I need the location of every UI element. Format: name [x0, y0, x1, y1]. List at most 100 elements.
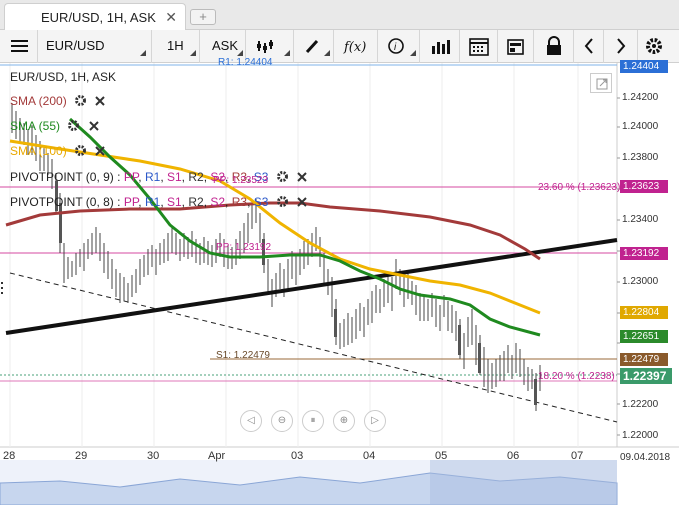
- lock-icon: [547, 36, 561, 55]
- svg-text:i: i: [394, 42, 397, 53]
- sma-100-line: [9, 139, 541, 315]
- timeframe-label: 1H: [167, 38, 184, 53]
- indicator-sma-200[interactable]: SMA (200): [10, 94, 106, 110]
- settings-button[interactable]: [638, 30, 679, 63]
- chart-type-button[interactable]: [246, 30, 294, 63]
- pivot-keys: : PP, R1, S1, R2, S2, R3, S3: [117, 170, 269, 185]
- sma-55-line: [68, 117, 541, 337]
- prev-button[interactable]: [574, 30, 604, 63]
- draw-tools-button[interactable]: [294, 30, 334, 63]
- pivot-keys: : PP, R1, S1, R2, S2, R3, S3: [117, 195, 269, 210]
- calendar-button[interactable]: [460, 30, 498, 63]
- price-tick: 1.22200: [622, 399, 659, 410]
- chart-tab[interactable]: EUR/USD, 1H, ASK ✕: [4, 3, 186, 30]
- bars-icon: [432, 40, 450, 54]
- menu-icon: [11, 40, 28, 52]
- gear-icon[interactable]: [74, 94, 87, 110]
- lock-button[interactable]: [534, 30, 574, 63]
- fx-icon: f(x): [343, 40, 366, 55]
- scroll-left-button[interactable]: ◁: [240, 410, 262, 432]
- time-tick: 06: [507, 450, 520, 462]
- indicator-sma-55[interactable]: SMA (55): [10, 119, 100, 135]
- draw-icon: [305, 39, 319, 54]
- indicator-sma-100[interactable]: SMA (100): [10, 144, 106, 160]
- close-icon[interactable]: [296, 196, 308, 211]
- side-selector[interactable]: ASK: [200, 30, 246, 63]
- black-trendline: [5, 238, 618, 335]
- gear-icon[interactable]: [276, 170, 289, 186]
- price-tick: 1.24200: [622, 92, 659, 103]
- left-drag-handle[interactable]: [0, 281, 4, 295]
- next-button[interactable]: [604, 30, 638, 63]
- s1-annotation: S1: 1.22479: [216, 350, 270, 361]
- time-tick: 30: [147, 450, 160, 462]
- fib-1820-annotation: 18.20 % (1.2238): [538, 371, 615, 382]
- settings-icon: [646, 38, 662, 54]
- time-tick: 03: [291, 450, 304, 462]
- time-tick: 29: [75, 450, 88, 462]
- price-label-s1: 1.22479: [620, 353, 668, 366]
- svg-text:f(x): f(x): [343, 40, 366, 55]
- candles-icon: [257, 40, 273, 53]
- price-tick: 1.23400: [622, 214, 659, 225]
- layout-button[interactable]: [498, 30, 534, 63]
- timeframe-selector[interactable]: 1H: [152, 30, 200, 63]
- gear-icon[interactable]: [276, 195, 289, 211]
- pivot-label: PIVOTPOINT (0, 9): [10, 170, 114, 185]
- side-label: ASK: [212, 38, 239, 53]
- close-icon[interactable]: [296, 171, 308, 186]
- popout-button[interactable]: [590, 73, 612, 93]
- zoom-out-button[interactable]: ⊖: [271, 410, 293, 432]
- menu-button[interactable]: [0, 30, 38, 63]
- indicator-pivot-8[interactable]: PIVOTPOINT (0, 8) : PP, R1, S1, R2, S2, …: [10, 195, 308, 211]
- chevron-down-icon: [140, 50, 146, 56]
- info-button[interactable]: i: [378, 30, 420, 63]
- close-icon[interactable]: [94, 95, 106, 110]
- time-date-label: 09.04.2018: [620, 452, 671, 463]
- time-tick: Apr: [208, 450, 226, 462]
- indicator-label: SMA (200): [10, 94, 67, 109]
- close-icon[interactable]: [94, 145, 106, 160]
- pp-lower-annotation: PP: 1.23192: [216, 242, 272, 253]
- close-icon[interactable]: [88, 120, 100, 135]
- sma-200-line: [5, 201, 541, 261]
- indicators-button[interactable]: f(x): [334, 30, 378, 63]
- chart-area[interactable]: EUR/USD, 1H, ASK SMA (200) SMA (55) SMA …: [0, 57, 679, 505]
- zoom-in-icon: ⊕: [339, 415, 349, 426]
- reset-icon: ⏸: [310, 415, 316, 426]
- price-chart[interactable]: [0, 63, 679, 505]
- volume-button[interactable]: [420, 30, 460, 63]
- chevron-down-icon: [284, 50, 290, 56]
- fib-2360-annotation: 23.60 % (1.23623): [538, 182, 621, 193]
- symbol-selector[interactable]: EUR/USD: [38, 30, 152, 63]
- price-label-r1: 1.24404: [620, 60, 668, 73]
- navigator-window: [430, 460, 617, 505]
- tab-title: EUR/USD, 1H, ASK: [41, 10, 156, 25]
- current-price-label: 1.22397: [620, 368, 672, 384]
- dashed-trendline: [9, 272, 618, 423]
- zoom-in-button[interactable]: ⊕: [333, 410, 355, 432]
- toolbar: EUR/USD 1H ASK f(x) i: [0, 30, 679, 63]
- info-icon: i: [388, 38, 404, 54]
- price-tick: 1.24000: [622, 121, 659, 132]
- price-label-sma-100: 1.22804: [620, 306, 668, 319]
- indicator-pivot-9[interactable]: PIVOTPOINT (0, 9) : PP, R1, S1, R2, S2, …: [10, 170, 308, 186]
- chevron-down-icon: [237, 50, 243, 56]
- candle-bodies: [55, 181, 537, 405]
- time-tick: 05: [435, 450, 448, 462]
- popout-icon: [596, 78, 608, 90]
- time-tick: 28: [3, 450, 16, 462]
- chevron-right-icon: ▷: [371, 415, 379, 426]
- gear-icon[interactable]: [74, 144, 87, 160]
- close-icon[interactable]: ✕: [165, 9, 177, 25]
- add-tab-button[interactable]: +: [190, 9, 216, 25]
- gear-icon[interactable]: [67, 119, 80, 135]
- price-label-pp: 1.23192: [620, 247, 668, 260]
- price-label-sma-55: 1.22651: [620, 330, 668, 343]
- reset-zoom-button[interactable]: ⏸: [302, 410, 324, 432]
- scroll-right-button[interactable]: ▷: [364, 410, 386, 432]
- r1-top-annotation: R1: 1.24404: [218, 57, 273, 68]
- symbol-label: EUR/USD: [46, 38, 105, 53]
- price-tick: 1.23000: [622, 276, 659, 287]
- next-icon: [617, 38, 626, 54]
